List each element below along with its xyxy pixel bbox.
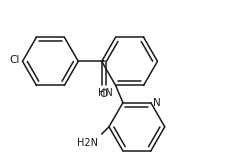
Text: O: O xyxy=(100,89,108,99)
Text: Cl: Cl xyxy=(9,55,20,65)
Text: HN: HN xyxy=(98,88,113,98)
Text: H2N: H2N xyxy=(77,138,98,148)
Text: N: N xyxy=(153,98,161,108)
